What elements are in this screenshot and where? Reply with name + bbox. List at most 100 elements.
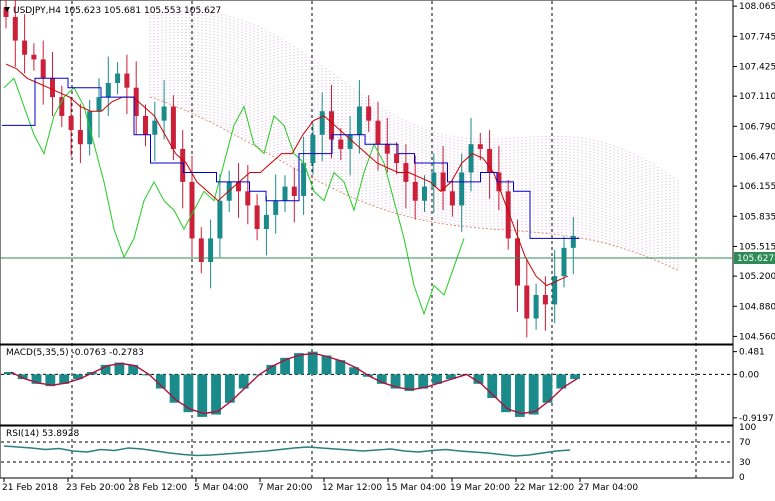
macd-pane[interactable] (0, 344, 734, 426)
time-label-0: 21 Feb 2018 (2, 483, 58, 493)
time-label-6: 15 Mar 04:00 (386, 483, 446, 493)
candle-body (329, 111, 334, 140)
rsi-tick-label-2: 30 (739, 458, 751, 468)
candle-body (375, 120, 381, 145)
candle-body (273, 200, 279, 215)
candle-body (431, 172, 437, 187)
macd-histogram-bar (335, 360, 346, 375)
rsi-label: RSI(14) 53.8928 (6, 429, 79, 439)
candle-body (189, 181, 195, 239)
macd-histogram-bar (473, 374, 484, 384)
time-label-8: 22 Mar 12:00 (514, 483, 574, 493)
candle-body (217, 200, 223, 239)
price-tick-label-11: 104.560 (739, 332, 775, 342)
macd-histogram-bar (501, 374, 511, 413)
macd-histogram-bar (252, 374, 263, 376)
price-tick-label-7: 105.835 (739, 212, 775, 222)
macd-histogram-bar (404, 374, 415, 391)
candle-body (487, 148, 493, 173)
candle-body (31, 54, 37, 60)
candle-body (468, 144, 474, 173)
candle-body (208, 238, 214, 262)
macd-histogram-bar (432, 374, 442, 384)
price-tick-label-0: 108.065 (739, 2, 775, 12)
macd-histogram-bar (183, 374, 194, 413)
time-label-1: 23 Feb 20:00 (66, 483, 125, 493)
candle-body (59, 97, 65, 116)
candle-body (254, 205, 260, 229)
candle-body (319, 111, 325, 135)
macd-tick-label-0: 0.481 (739, 348, 765, 358)
indicator-lines (2, 63, 580, 316)
candle-body (570, 235, 576, 248)
candle-body (263, 214, 269, 229)
rsi-pane[interactable] (0, 425, 734, 479)
candle-body (310, 134, 316, 164)
macd-histogram-bar (4, 372, 14, 375)
price-tick-label-4: 106.790 (739, 122, 775, 132)
candle-body (440, 172, 446, 192)
macd-histogram-bar (556, 374, 567, 389)
macd-histogram-bar (224, 374, 235, 403)
candle-body (133, 87, 139, 116)
macd-histogram-bar (45, 374, 56, 387)
macd-tick-label-1: 0.00 (739, 370, 759, 380)
candle-body (180, 148, 186, 182)
candle-body (68, 115, 74, 131)
candle-body (366, 106, 372, 121)
candle-body (115, 73, 121, 83)
time-label-7: 19 Mar 20:00 (450, 483, 510, 493)
candle-body (524, 285, 530, 319)
price-tick-label-10: 104.880 (739, 302, 775, 312)
time-label-5: 12 Mar 12:00 (322, 483, 382, 493)
price-tick-label-3: 107.110 (739, 92, 775, 102)
macd-signal-line (10, 352, 578, 415)
time-label-4: 7 Mar 20:00 (258, 483, 313, 493)
price-tick-label-5: 106.470 (739, 152, 775, 162)
macd-histogram-bar (487, 374, 498, 398)
time-label-3: 5 Mar 04:00 (194, 483, 249, 493)
candle-body (161, 106, 167, 121)
price-tick-label-2: 107.425 (739, 62, 775, 72)
candle-body (449, 191, 455, 206)
time-axis: 21 Feb 2018 23 Feb 20:00 28 Feb 12:00 5 Mar… (2, 478, 638, 493)
macd-histogram-bar (238, 374, 249, 389)
candle-body (542, 294, 548, 305)
price-tick-label-8: 105.515 (739, 242, 775, 252)
macd-histogram-bar (445, 374, 456, 380)
candle-body (533, 294, 539, 319)
candle-body (77, 130, 83, 145)
macd-histogram-bar (570, 374, 580, 380)
candle-body (245, 191, 251, 206)
macd-histogram-bar (169, 374, 180, 403)
candle-body (3, 7, 9, 18)
macd-histogram-bar (321, 355, 332, 375)
symbol-header: USDJPY,H4 105.623 105.681 105.553 105.62… (13, 6, 221, 16)
candle-body (505, 191, 511, 239)
price-tick-label-6: 106.155 (739, 182, 775, 192)
candle-body (477, 144, 483, 149)
candle-body (236, 181, 241, 192)
macd-histogram-bar (266, 364, 277, 375)
candle-body (96, 97, 102, 112)
current-price-label: 105.627 (737, 254, 774, 264)
candle-body (12, 17, 18, 41)
macd-histogram-bar (528, 374, 539, 415)
header-dropdown-icon[interactable] (4, 7, 10, 12)
main-price-pane[interactable] (0, 0, 734, 345)
macd-histogram-bar (294, 353, 304, 375)
current-price-tag (734, 252, 775, 264)
candle-body (515, 238, 520, 286)
candle-body (394, 153, 400, 164)
rsi-layer: 100 70 30 0 (1, 423, 756, 483)
candle-body (422, 186, 427, 201)
macd-layer: 0.481 0.00 -0.9197 (1, 348, 774, 424)
candle-body (198, 238, 204, 262)
candle-body (356, 106, 362, 135)
candle-body (124, 73, 130, 88)
time-label-2: 28 Feb 12:00 (128, 483, 187, 493)
candle-body (50, 78, 55, 98)
macd-histogram-bar (155, 374, 166, 389)
rsi-tick-label-3: 0 (739, 473, 745, 483)
